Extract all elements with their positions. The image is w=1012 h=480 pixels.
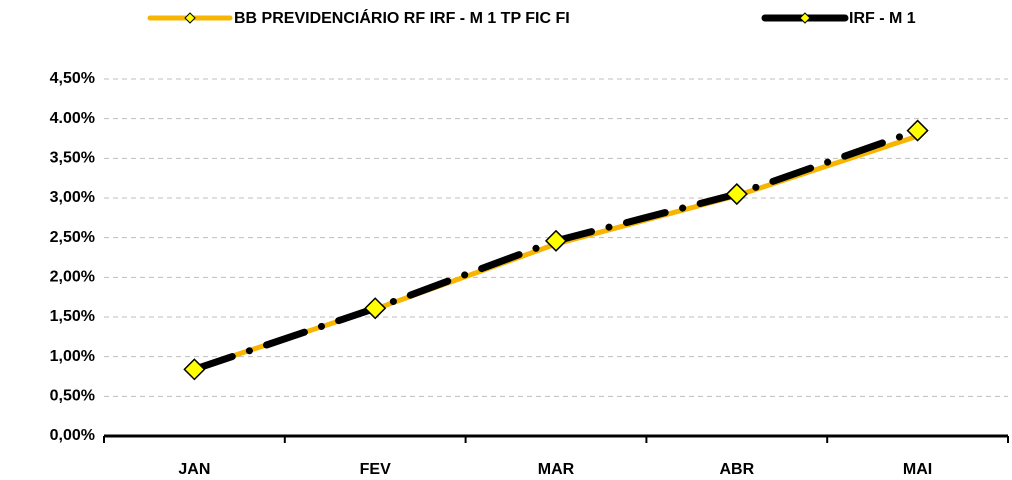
- y-tick-label: 1,50%: [50, 308, 95, 325]
- y-tick-label: 2,50%: [50, 229, 95, 246]
- y-tick-label: 0,50%: [50, 388, 95, 405]
- legend-marker: [799, 12, 811, 24]
- x-tick-label: JAN: [178, 461, 210, 478]
- y-tick-label: 1,00%: [50, 348, 95, 365]
- point-marker: [906, 119, 929, 142]
- x-tick-label: MAI: [903, 461, 932, 478]
- x-tick-label: MAR: [538, 461, 575, 478]
- legend-label: IRF - M 1: [849, 10, 916, 27]
- y-tick-label: 4,50%: [50, 70, 95, 87]
- point-marker: [364, 297, 387, 320]
- point-marker: [725, 182, 748, 206]
- y-tick-label: 0,00%: [50, 427, 95, 444]
- legend-label: BB PREVIDENCIÁRIO RF IRF - M 1 TP FIC FI: [234, 8, 570, 27]
- x-tick-label: ABR: [719, 461, 754, 478]
- point-marker: [544, 229, 568, 252]
- y-tick-label: 3,50%: [50, 150, 95, 167]
- y-tick-label: 2,00%: [50, 269, 95, 286]
- point-marker: [183, 358, 206, 381]
- x-tick-label: FEV: [360, 461, 391, 478]
- y-tick-label: 4.00%: [50, 110, 95, 127]
- legend-marker: [184, 12, 196, 24]
- y-tick-label: 3,00%: [50, 189, 95, 206]
